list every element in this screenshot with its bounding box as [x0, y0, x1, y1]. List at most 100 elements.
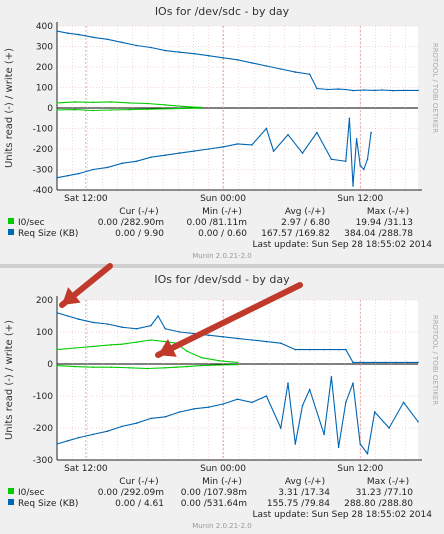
footer-text: Munin 2.0.21-2.0	[192, 252, 251, 260]
data-point	[330, 158, 333, 161]
legend-header: Min (-/+)	[202, 207, 242, 217]
data-point	[157, 315, 159, 317]
data-point	[164, 49, 167, 52]
data-point	[287, 133, 289, 136]
legend-header: Avg (-/+)	[285, 477, 325, 487]
data-point	[56, 443, 58, 445]
data-point	[391, 89, 394, 92]
legend-label: I0/sec	[18, 488, 45, 498]
data-point	[381, 89, 383, 91]
legend-value-max: 31.23 /77.10	[356, 488, 414, 498]
legend-value-min: 0.00 /107.98m	[181, 488, 247, 498]
y-axis-label: Units read (-) / write (+)	[4, 320, 15, 440]
data-point	[373, 411, 376, 413]
data-point	[294, 443, 297, 445]
data-point	[207, 54, 210, 57]
data-point	[121, 343, 123, 345]
x-tick-label: Sun 12:00	[337, 194, 383, 204]
legend-swatch	[8, 499, 14, 505]
data-point	[128, 367, 130, 369]
data-point	[251, 62, 253, 64]
data-point	[92, 36, 94, 39]
data-point	[280, 342, 282, 344]
data-point	[92, 168, 94, 171]
data-point	[402, 89, 405, 92]
data-point	[164, 104, 167, 106]
data-point	[218, 360, 221, 362]
y-tick-label: -300	[33, 456, 54, 466]
data-point	[56, 348, 58, 351]
footer-text: Munin 2.0.21-2.0	[192, 522, 251, 530]
data-point	[92, 109, 94, 112]
data-point	[200, 356, 203, 359]
data-point	[110, 109, 112, 111]
data-point	[287, 382, 289, 384]
data-point	[373, 89, 376, 92]
legend-value-min: 0.00 /81.11m	[187, 218, 247, 228]
data-point	[106, 323, 109, 325]
legend-header: Max (-/+)	[367, 477, 409, 487]
x-tick-label: Sun 12:00	[337, 464, 383, 474]
data-point	[345, 401, 347, 404]
data-point	[366, 452, 369, 455]
data-point	[345, 88, 347, 91]
chart-sdc: IOs for /dev/sdc - by day 400 300 200 100 0 -1…	[4, 5, 439, 260]
legend-header: Min (-/+)	[202, 477, 242, 487]
data-point	[327, 88, 329, 91]
data-point	[222, 403, 224, 405]
y-tick-label: 200	[36, 296, 53, 306]
data-point	[77, 436, 80, 439]
data-point	[74, 101, 76, 103]
data-point	[121, 162, 123, 165]
data-point	[207, 148, 210, 150]
x-tick-label: Sun 00:00	[200, 464, 246, 474]
data-point	[330, 376, 333, 378]
y-tick-label: 400	[36, 22, 53, 32]
data-point	[67, 174, 69, 177]
data-point	[337, 446, 340, 448]
chart-title: IOs for /dev/sdc - by day	[155, 5, 290, 18]
data-point	[135, 341, 138, 343]
y-axis-label: Units read (-) / write (+)	[4, 48, 15, 168]
data-point	[178, 152, 181, 154]
data-point	[345, 348, 347, 351]
data-point	[359, 164, 362, 167]
data-point	[294, 348, 297, 351]
legend-swatch	[8, 229, 14, 235]
y-tick-label: -300	[33, 166, 54, 176]
legend-value-avg: 2.97 / 6.80	[281, 218, 330, 228]
series-3	[56, 117, 372, 187]
data-point	[193, 408, 195, 410]
data-point	[236, 337, 239, 340]
data-point	[92, 321, 94, 324]
legend-swatch	[8, 488, 14, 494]
data-point	[106, 430, 109, 432]
legend-value-avg: 155.75 /79.84	[267, 499, 330, 509]
data-point	[200, 107, 203, 109]
data-point	[384, 361, 387, 364]
data-point	[265, 65, 268, 67]
data-point	[92, 366, 94, 368]
data-point	[56, 102, 58, 104]
data-point	[146, 102, 149, 105]
data-point	[56, 176, 58, 179]
data-point	[56, 30, 58, 32]
data-point	[128, 108, 130, 111]
data-point	[178, 331, 181, 333]
data-point	[251, 401, 253, 404]
data-point	[348, 117, 351, 120]
data-point	[308, 73, 311, 75]
legend-header: Avg (-/+)	[285, 207, 325, 217]
legend-header: Cur (-/+)	[119, 207, 158, 217]
legend-label: Req Size (KB)	[18, 229, 78, 239]
legend-label: I0/sec	[18, 218, 45, 228]
data-point	[323, 433, 325, 436]
data-point	[395, 361, 398, 364]
data-point	[186, 365, 188, 368]
data-point	[178, 51, 181, 53]
data-point	[77, 33, 80, 36]
data-point	[56, 312, 58, 314]
data-point	[301, 404, 304, 407]
legend-value-max: 288.80 /288.80	[344, 499, 413, 509]
data-point	[359, 443, 362, 445]
